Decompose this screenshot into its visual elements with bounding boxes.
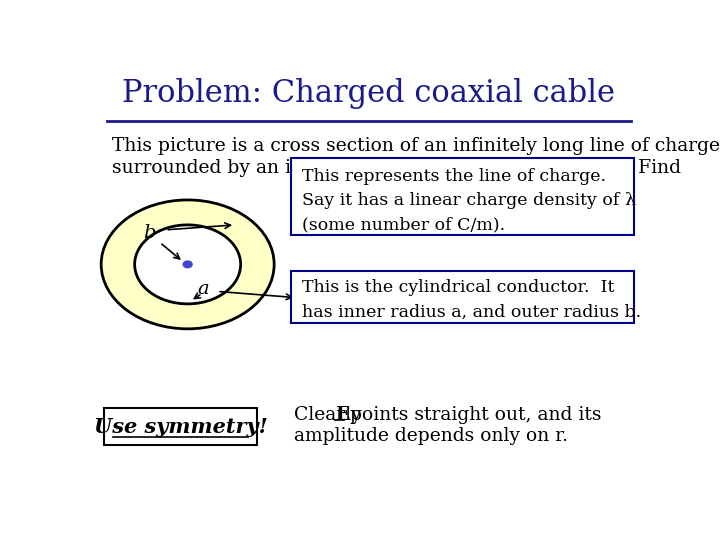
FancyBboxPatch shape [291, 158, 634, 235]
Text: This represents the line of charge.
Say it has a linear charge density of λ
(som: This represents the line of charge. Say … [302, 168, 636, 233]
Text: Problem: Charged coaxial cable: Problem: Charged coaxial cable [122, 78, 616, 110]
Text: b: b [143, 224, 156, 242]
Text: Use symmetry!: Use symmetry! [94, 416, 268, 436]
Text: amplitude depends only on r.: amplitude depends only on r. [294, 427, 567, 445]
Text: a: a [197, 280, 209, 298]
FancyBboxPatch shape [291, 271, 634, 322]
Circle shape [183, 261, 192, 268]
Text: points straight out, and its: points straight out, and its [344, 406, 601, 424]
Text: surrounded by an infinitely long cylindrical conductor.  Find: surrounded by an infinitely long cylindr… [112, 159, 688, 177]
Text: E: E [528, 159, 543, 177]
Circle shape [135, 225, 240, 304]
Text: E: E [335, 406, 349, 424]
Text: This picture is a cross section of an infinitely long line of charge,: This picture is a cross section of an in… [112, 137, 720, 155]
Text: Clearly: Clearly [294, 406, 367, 424]
FancyBboxPatch shape [104, 408, 258, 445]
Text: This is the cylindrical conductor.  It
has inner radius a, and outer radius b.: This is the cylindrical conductor. It ha… [302, 279, 642, 321]
Circle shape [101, 200, 274, 329]
Text: .: . [539, 159, 544, 177]
